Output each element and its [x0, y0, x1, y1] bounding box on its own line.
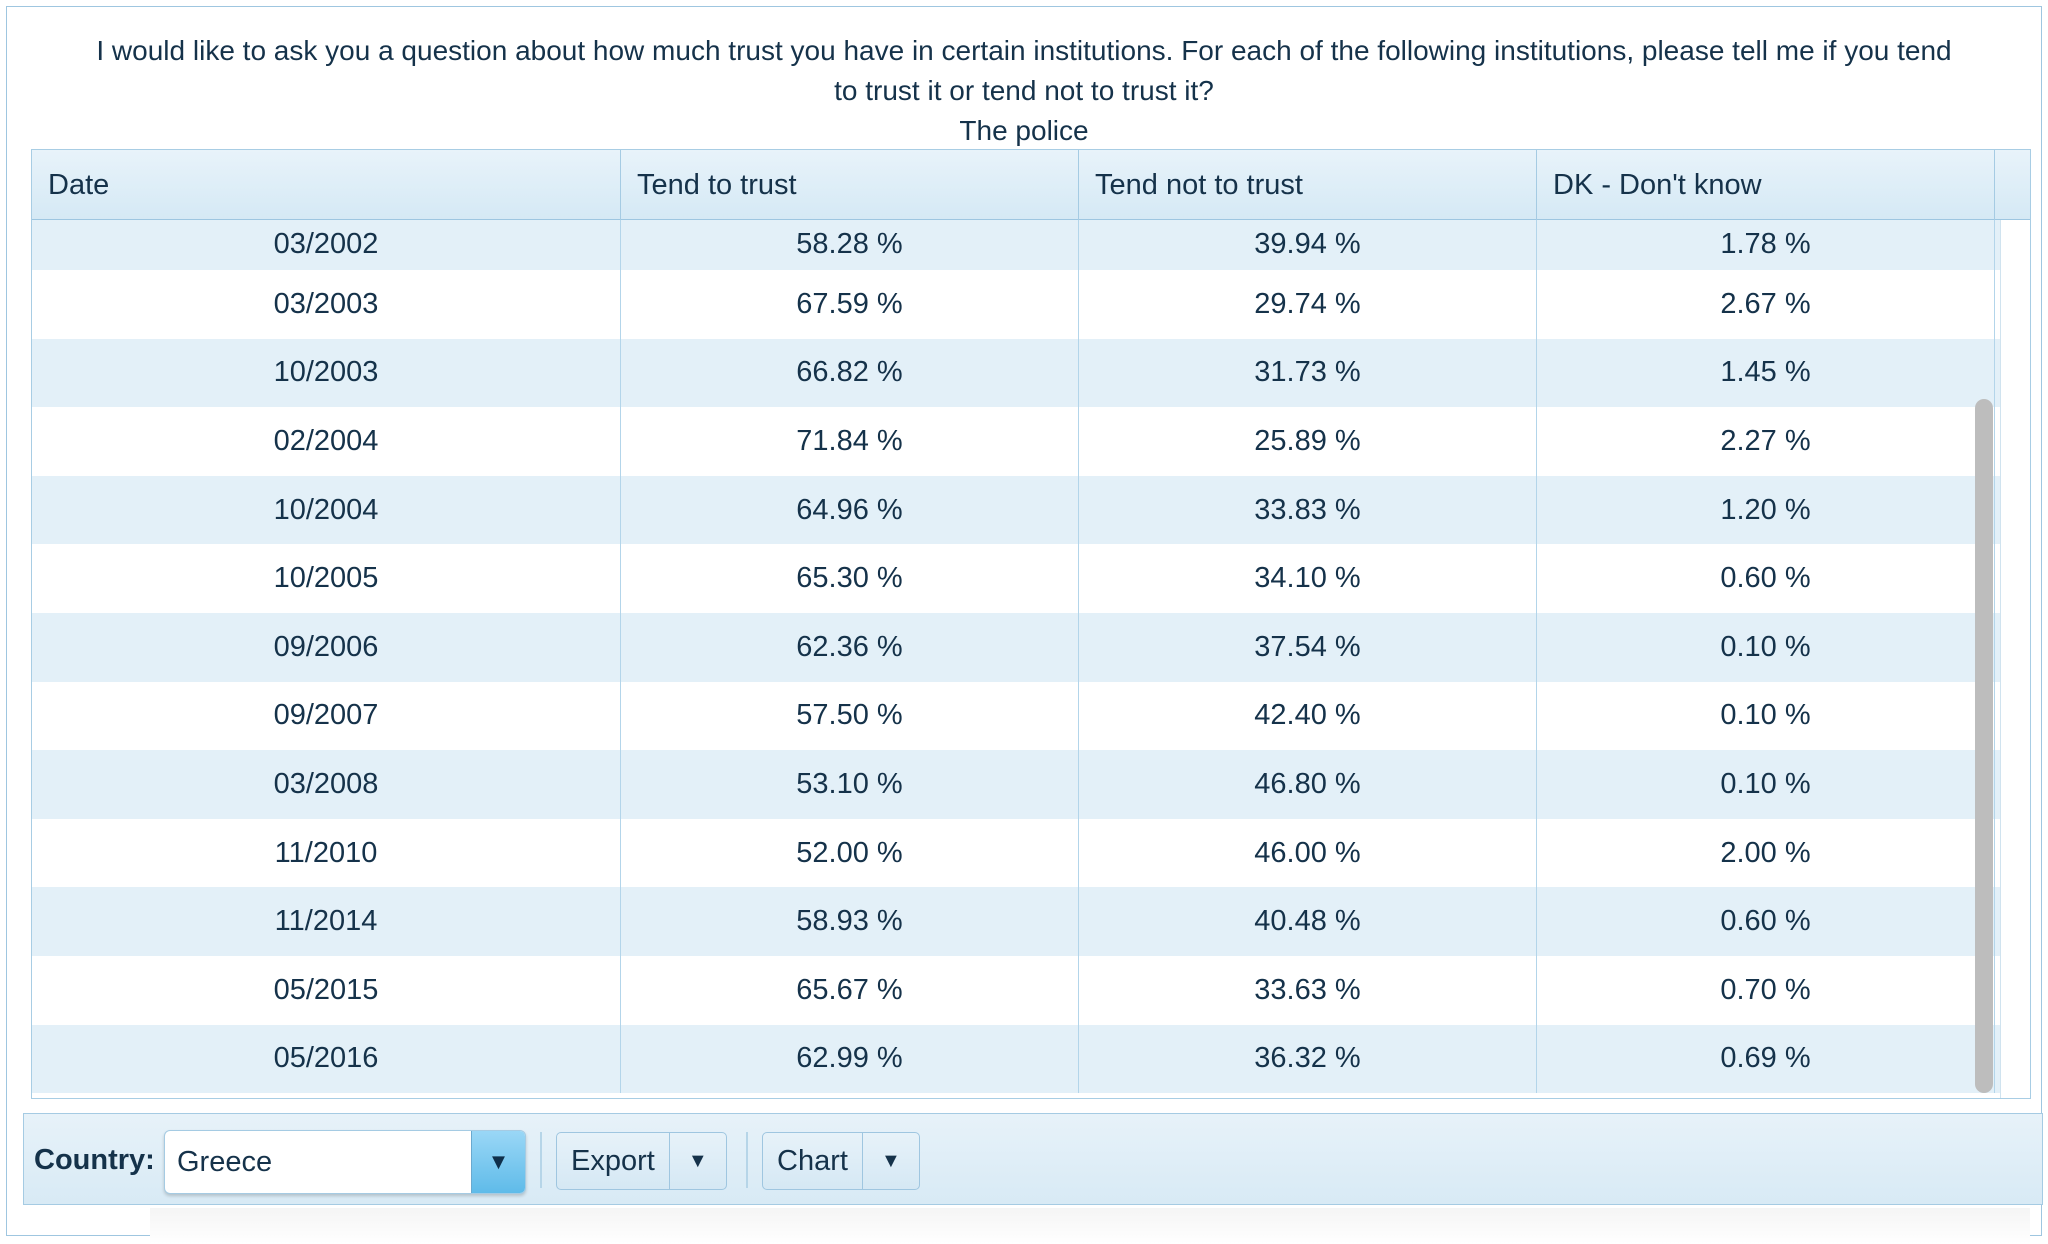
table-row[interactable]: 10/2004 64.96 % 33.83 % 1.20 %: [32, 475, 2000, 545]
date-cell: 03/2002: [32, 220, 621, 270]
date-cell: 10/2004: [32, 475, 621, 545]
export-label[interactable]: Export: [557, 1133, 670, 1189]
tend-to-trust-cell: 58.28 %: [621, 220, 1079, 270]
table-row[interactable]: 11/2014 58.93 % 40.48 % 0.60 %: [32, 887, 2000, 956]
export-button[interactable]: Export ▼: [556, 1132, 727, 1190]
tend-not-to-trust-cell: 34.10 %: [1079, 544, 1537, 613]
date-cell: 05/2015: [32, 955, 621, 1025]
table-row[interactable]: 11/2010 52.00 % 46.00 % 2.00 %: [32, 818, 2000, 888]
dont-know-cell: 1.20 %: [1537, 475, 1995, 545]
date-cell: 11/2010: [32, 818, 621, 888]
chevron-down-icon[interactable]: ▼: [881, 1150, 901, 1172]
tend-not-to-trust-cell: 25.89 %: [1079, 407, 1537, 476]
tend-not-to-trust-cell: 37.54 %: [1079, 612, 1537, 682]
tend-not-to-trust-cell: 39.94 %: [1079, 220, 1537, 270]
table-row[interactable]: 05/2015 65.67 % 33.63 % 0.70 %: [32, 955, 2000, 1025]
date-cell: 10/2005: [32, 544, 621, 613]
table-row[interactable]: 03/2002 58.28 % 39.94 % 1.78 %: [32, 220, 2000, 270]
tend-to-trust-cell: 65.67 %: [621, 955, 1079, 1025]
dont-know-cell: 2.67 %: [1537, 270, 1995, 339]
question-line-1: I would like to ask you a question about…: [96, 35, 1952, 66]
panel-shadow: [150, 1208, 2030, 1244]
table-row[interactable]: 09/2006 62.36 % 37.54 % 0.10 %: [32, 612, 2000, 682]
date-cell: 02/2004: [32, 407, 621, 476]
column-header-dont-know[interactable]: DK - Don't know: [1537, 150, 1995, 220]
date-cell: 09/2006: [32, 612, 621, 682]
country-value[interactable]: Greece: [177, 1146, 273, 1178]
date-cell: 09/2007: [32, 681, 621, 751]
dont-know-cell: 2.00 %: [1537, 818, 1995, 888]
table-row[interactable]: 05/2016 62.99 % 36.32 % 0.69 %: [32, 1024, 2000, 1094]
toolbar-divider: [540, 1132, 542, 1188]
tend-to-trust-cell: 64.96 %: [621, 475, 1079, 545]
scrollbar-track[interactable]: [2000, 220, 2030, 1098]
dont-know-cell: 0.10 %: [1537, 750, 1995, 819]
tend-to-trust-cell: 57.50 %: [621, 681, 1079, 751]
column-header-tend-to-trust[interactable]: Tend to trust: [621, 150, 1079, 220]
tend-not-to-trust-cell: 33.63 %: [1079, 955, 1537, 1025]
date-cell: 05/2016: [32, 1024, 621, 1094]
column-header-filler: [1995, 150, 2030, 220]
tend-to-trust-cell: 62.99 %: [621, 1024, 1079, 1094]
dont-know-cell: 0.10 %: [1537, 612, 1995, 682]
tend-not-to-trust-cell: 46.00 %: [1079, 818, 1537, 888]
survey-panel: I would like to ask you a question about…: [6, 6, 2043, 1236]
table-row[interactable]: 10/2003 66.82 % 31.73 % 1.45 %: [32, 338, 2000, 408]
table-row[interactable]: 10/2005 65.30 % 34.10 % 0.60 %: [32, 544, 2000, 613]
tend-not-to-trust-cell: 33.83 %: [1079, 475, 1537, 545]
date-cell: 03/2003: [32, 270, 621, 339]
chevron-down-icon[interactable]: ▼: [687, 1150, 708, 1172]
tend-not-to-trust-cell: 42.40 %: [1079, 681, 1537, 751]
tend-not-to-trust-cell: 29.74 %: [1079, 270, 1537, 339]
table-row[interactable]: 02/2004 71.84 % 25.89 % 2.27 %: [32, 407, 2000, 476]
tend-to-trust-cell: 53.10 %: [621, 750, 1079, 819]
scrollbar-thumb[interactable]: [1975, 399, 1993, 1093]
table-row[interactable]: 09/2007 57.50 % 42.40 % 0.10 %: [32, 681, 2000, 751]
dont-know-cell: 0.60 %: [1537, 887, 1995, 956]
grid-rows: 03/2002 58.28 % 39.94 % 1.78 % 03/2003 67.59 …: [32, 220, 2000, 1098]
date-cell: 03/2008: [32, 750, 621, 819]
tend-not-to-trust-cell: 36.32 %: [1079, 1024, 1537, 1094]
chart-label[interactable]: Chart: [763, 1133, 863, 1189]
date-cell: 10/2003: [32, 338, 621, 408]
country-select[interactable]: Greece ▼: [164, 1130, 526, 1194]
tend-to-trust-cell: 71.84 %: [621, 407, 1079, 476]
tend-to-trust-cell: 52.00 %: [621, 818, 1079, 888]
dont-know-cell: 2.27 %: [1537, 407, 1995, 476]
bottom-toolbar: Country: Greece ▼ Export ▼ Chart ▼: [23, 1113, 2043, 1205]
tend-not-to-trust-cell: 31.73 %: [1079, 338, 1537, 408]
question-line-2: to trust it or tend not to trust it?: [834, 75, 1214, 106]
date-cell: 11/2014: [32, 887, 621, 956]
tend-not-to-trust-cell: 46.80 %: [1079, 750, 1537, 819]
toolbar-divider: [746, 1132, 748, 1188]
tend-not-to-trust-cell: 40.48 %: [1079, 887, 1537, 956]
table-row[interactable]: 03/2008 53.10 % 46.80 % 0.10 %: [32, 750, 2000, 819]
grid-header: Date Tend to trust Tend not to trust DK …: [32, 150, 2030, 220]
tend-to-trust-cell: 66.82 %: [621, 338, 1079, 408]
dont-know-cell: 0.70 %: [1537, 955, 1995, 1025]
country-label: Country:: [34, 1144, 155, 1176]
column-header-tend-not-to-trust[interactable]: Tend not to trust: [1079, 150, 1537, 220]
chevron-down-icon[interactable]: ▼: [471, 1131, 525, 1193]
dont-know-cell: 1.45 %: [1537, 338, 1995, 408]
dont-know-cell: 1.78 %: [1537, 220, 1995, 270]
tend-to-trust-cell: 67.59 %: [621, 270, 1079, 339]
dont-know-cell: 0.60 %: [1537, 544, 1995, 613]
results-grid: Date Tend to trust Tend not to trust DK …: [31, 149, 2031, 1099]
table-row[interactable]: 03/2003 67.59 % 29.74 % 2.67 %: [32, 270, 2000, 339]
tend-to-trust-cell: 62.36 %: [621, 612, 1079, 682]
question-subject: The police: [959, 115, 1089, 146]
dont-know-cell: 0.10 %: [1537, 681, 1995, 751]
tend-to-trust-cell: 58.93 %: [621, 887, 1079, 956]
chart-button[interactable]: Chart ▼: [762, 1132, 920, 1190]
dont-know-cell: 0.69 %: [1537, 1024, 1995, 1094]
question-text: I would like to ask you a question about…: [27, 31, 2021, 151]
tend-to-trust-cell: 65.30 %: [621, 544, 1079, 613]
column-header-date[interactable]: Date: [32, 150, 621, 220]
